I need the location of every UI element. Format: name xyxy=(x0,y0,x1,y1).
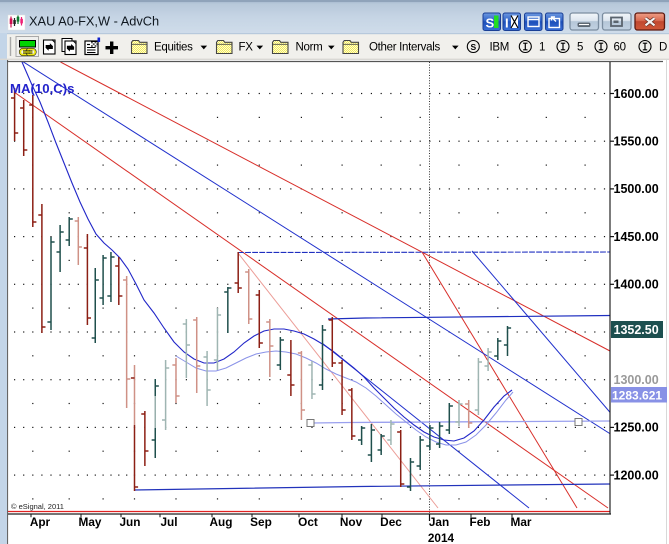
svg-text:60: 60 xyxy=(614,41,626,53)
svg-text:Dec: Dec xyxy=(380,515,402,529)
svg-text:1352.50: 1352.50 xyxy=(614,323,659,337)
svg-text:D: D xyxy=(659,41,667,53)
svg-text:Norm: Norm xyxy=(296,41,323,53)
svg-text:May: May xyxy=(79,515,102,529)
svg-text:Oct: Oct xyxy=(298,515,318,529)
svg-text:S: S xyxy=(470,42,476,52)
svg-text:Nov: Nov xyxy=(340,515,363,529)
svg-text:1450.00: 1450.00 xyxy=(614,230,659,244)
svg-text:2014: 2014 xyxy=(428,531,455,544)
svg-text:FX: FX xyxy=(239,41,254,53)
svg-text:S: S xyxy=(486,16,495,31)
svg-text:Equities: Equities xyxy=(154,41,193,53)
svg-text:1283.621: 1283.621 xyxy=(612,389,662,403)
svg-text:IBM: IBM xyxy=(490,41,510,53)
svg-text:Apr: Apr xyxy=(30,515,51,529)
svg-text:Sep: Sep xyxy=(250,515,272,529)
svg-text:Jun: Jun xyxy=(120,515,141,529)
svg-text:1500.00: 1500.00 xyxy=(614,182,659,196)
svg-text:1250.00: 1250.00 xyxy=(614,421,659,435)
svg-text:Mar: Mar xyxy=(511,515,532,529)
svg-text:5: 5 xyxy=(577,41,583,53)
svg-text:Aug: Aug xyxy=(210,515,233,529)
svg-text:XAU A0-FX,W - AdvCh: XAU A0-FX,W - AdvCh xyxy=(29,14,159,29)
svg-text:Jul: Jul xyxy=(160,515,177,529)
svg-text:1400.00: 1400.00 xyxy=(614,278,659,292)
svg-text:Other Intervals: Other Intervals xyxy=(369,41,440,53)
svg-text:1200.00: 1200.00 xyxy=(614,468,659,482)
svg-text:1600.00: 1600.00 xyxy=(614,87,659,101)
svg-text:Feb: Feb xyxy=(470,515,491,529)
svg-text:1300.00: 1300.00 xyxy=(614,373,659,387)
svg-text:1: 1 xyxy=(539,41,545,53)
svg-text:1550.00: 1550.00 xyxy=(614,135,659,149)
svg-text:Jan: Jan xyxy=(429,515,449,529)
svg-text:I: I xyxy=(505,16,509,31)
svg-text:© eSignal, 2011: © eSignal, 2011 xyxy=(11,502,64,511)
svg-text:MA(10,C)s: MA(10,C)s xyxy=(10,81,74,96)
